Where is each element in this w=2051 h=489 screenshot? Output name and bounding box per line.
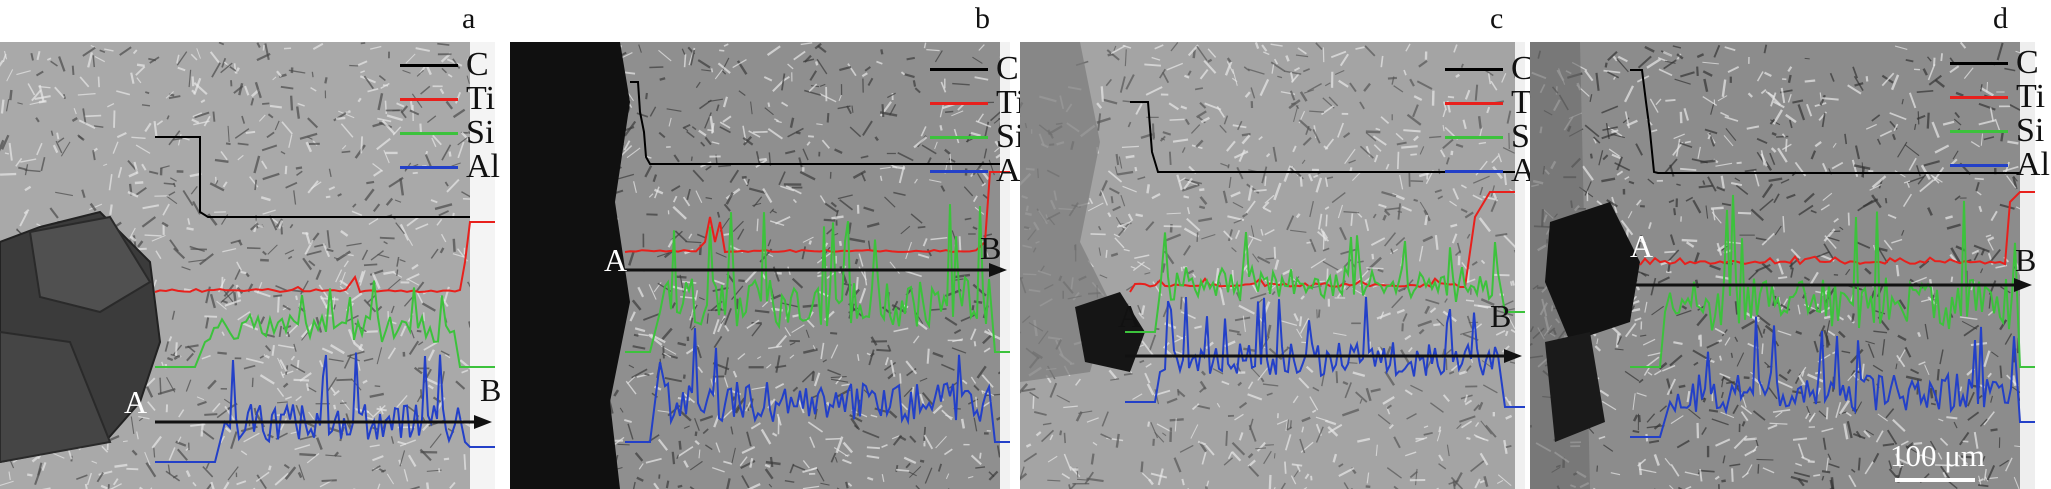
legend-label-al: Al [466,148,500,185]
scan-start-d: A [1630,228,1654,264]
panel-b: b C Ti Si Al A B [510,0,1030,489]
legend-label-c: C [466,46,489,83]
legend-label-al: Al [2016,146,2050,183]
legend-label-c: C [996,50,1019,87]
legend-label-si: Si [996,118,1025,155]
trace-c [1130,101,1515,173]
scan-end-a: B [480,372,502,408]
linescan-a [0,42,495,489]
linescan-b [510,42,1010,489]
legend-line-c [1950,61,2008,65]
legend-line-al [400,165,458,169]
scan-arrow-head [1504,349,1522,363]
legend-b: C Ti Si Al [930,52,1030,188]
legend-label-si: Si [2016,112,2045,149]
trace-c [1630,69,2020,174]
scale-bar [1895,478,1975,482]
trace-c [630,81,1000,165]
panel-label-d: d [1993,2,2008,35]
coating-region [1020,42,1110,382]
legend-d: C Ti Si Al [1950,46,2050,182]
scan-arrow-head [989,263,1007,277]
dark-particle [1075,292,1145,372]
trace-al [625,328,1010,443]
legend-line-si [400,131,458,135]
substrate-edge [470,42,495,489]
trace-si [625,204,1010,353]
trace-c [155,136,470,218]
trace-ti [1129,191,1515,293]
legend-line-si [1950,129,2008,133]
scan-start-a: A [124,384,148,420]
legend-line-ti [1445,101,1503,105]
scan-end-c: B [1490,298,1512,334]
legend-line-si [930,135,988,139]
scan-end-d: B [2015,242,2037,278]
legend-line-ti [400,97,458,101]
panel-a: a C Ti Si Al A B [0,0,505,489]
legend-label-ti: Ti [466,80,496,117]
particle-cluster [0,210,162,464]
panel-label-b: b [975,2,990,35]
legend-line-c [930,67,988,71]
substrate-edge [2020,42,2035,489]
trace-si [1630,194,2035,368]
legend-line-c [400,63,458,67]
legend-line-si [1445,135,1503,139]
micrograph-a [0,42,495,489]
dark-phase-region [510,42,630,489]
legend-line-ti [1950,95,2008,99]
trace-al [1630,316,2035,438]
panel-c: c C Ti Si Al A B [1020,0,1545,489]
trace-ti [154,221,495,294]
trace-ti [624,171,1010,254]
linescan-c [1020,42,1525,489]
scan-arrow-head [474,415,492,429]
micrograph-b [510,42,1010,489]
legend-line-c [1445,67,1503,71]
trace-ti [1639,191,2035,266]
legend-line-al [1445,169,1503,173]
scale-bar-label: 100 μm [1890,438,1985,473]
micrograph-d [1530,42,2035,489]
substrate-edge [1000,42,1010,489]
legend-label-c: C [1511,50,1534,87]
legend-line-ti [930,101,988,105]
panel-label-a: a [462,2,476,35]
legend-line-al [1950,163,2008,167]
micrograph-c [1020,42,1525,489]
scan-end-b: B [980,230,1002,266]
substrate-edge [1515,42,1525,489]
dark-particle [1545,202,1640,342]
legend-label-c: C [2016,44,2039,81]
trace-si [1125,232,1525,333]
panel-d: d C Ti Si Al A B 100 μm [1530,0,2051,489]
trace-si [155,280,495,368]
legend-label-ti: Ti [2016,78,2046,115]
scan-start-c: A [1118,298,1142,334]
legend-line-al [930,169,988,173]
scan-arrow-head [2014,278,2032,292]
legend-label-si: Si [466,114,495,151]
panel-label-c: c [1490,2,1504,35]
legend-a: C Ti Si Al [400,48,500,184]
scan-start-b: A [604,242,628,278]
linescan-d [1530,42,2035,489]
dark-particle [1545,332,1605,442]
matrix-background [1020,42,1515,489]
